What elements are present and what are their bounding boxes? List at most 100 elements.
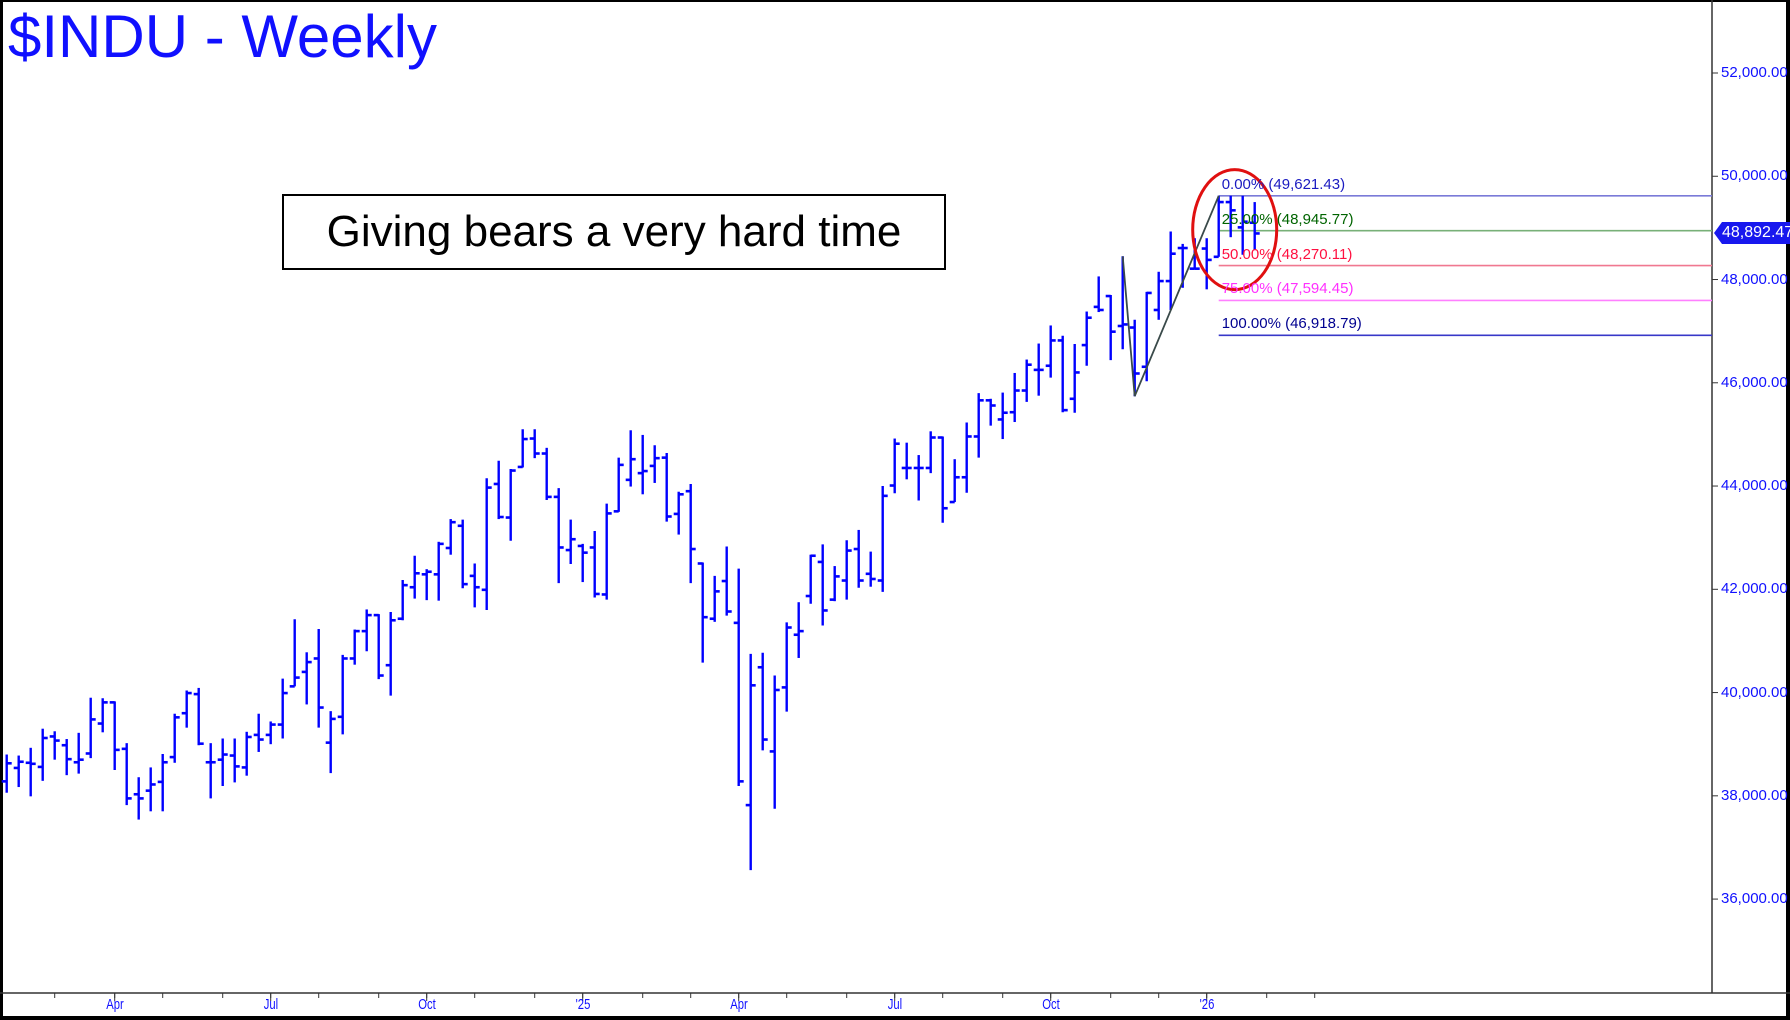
y-tick-label: 44,000.00 (1721, 477, 1788, 495)
ohlc-bar (925, 431, 936, 474)
ohlc-bar (49, 731, 60, 760)
ohlc-bar (493, 460, 504, 520)
ohlc-bar (1213, 195, 1224, 259)
ohlc-bar (1237, 195, 1248, 255)
ohlc-bar (505, 469, 516, 541)
ohlc-bar (253, 713, 264, 752)
ohlc-bar (181, 690, 192, 728)
ohlc-bar (709, 575, 720, 622)
ohlc-bar (133, 777, 144, 820)
ohlc-bar (745, 653, 756, 871)
zigzag-line (1121, 195, 1220, 397)
chart-title: $INDU - Weekly (8, 3, 437, 70)
x-tick-label: Oct (417, 996, 436, 1013)
ohlc-bar (541, 447, 552, 500)
y-tick-label: 48,000.00 (1721, 270, 1788, 288)
ohlc-bar (529, 429, 540, 459)
ohlc-bar (157, 753, 168, 812)
ohlc-bar (685, 483, 696, 584)
ohlc-bar (205, 743, 216, 799)
x-tick-label: Apr (729, 996, 748, 1013)
ohlc-bar (625, 430, 636, 487)
ohlc-bar (145, 767, 156, 812)
ohlc-bar (949, 459, 960, 504)
ohlc-bar (229, 738, 240, 783)
ohlc-bar (1057, 335, 1068, 413)
ohlc-bar (1249, 202, 1260, 251)
ohlc-bar (517, 429, 528, 469)
ohlc-bar (373, 613, 384, 680)
ohlc-bar (217, 738, 228, 787)
ohlc-bar (973, 393, 984, 458)
ohlc-bar (817, 544, 828, 626)
ohlc-bar (481, 478, 492, 610)
ohlc-bar (853, 529, 864, 588)
ohlc-bar (1105, 294, 1116, 361)
ohlc-bar (349, 629, 360, 665)
ohlc-bar (805, 554, 816, 604)
fib-label-100: 100.00% (46,918.79) (1221, 315, 1362, 333)
ohlc-bar (829, 566, 840, 602)
ohlc-bar (313, 629, 324, 728)
y-tick-label: 52,000.00 (1721, 64, 1788, 81)
fib-label-0: 0.00% (49,621.43) (1221, 175, 1346, 193)
y-tick-label: 38,000.00 (1721, 786, 1788, 804)
ohlc-bar (1069, 344, 1080, 413)
x-tick-label: Apr (105, 996, 124, 1013)
ohlc-bar (589, 530, 600, 598)
ohlc-bar (1117, 256, 1128, 350)
fib-label-75: 75.00% (47,594.45) (1221, 280, 1354, 298)
ohlc-bar (445, 519, 456, 555)
ohlc-bar (601, 503, 612, 600)
annotation-box: Giving bears a very hard time (282, 194, 946, 270)
ohlc-bar (265, 721, 276, 745)
ohlc-bar (241, 731, 252, 776)
ohlc-bar (1, 754, 12, 793)
ohlc-bar (397, 580, 408, 621)
ohlc-bar (325, 711, 336, 774)
ohlc-bar (757, 652, 768, 751)
ohlc-bar (901, 442, 912, 480)
ohlc-bar (385, 612, 396, 696)
ohlc-bar (793, 602, 804, 658)
fib-label-50: 50.00% (48,270.11) (1221, 245, 1353, 263)
ohlc-bar (277, 678, 288, 739)
ohlc-bar (1093, 276, 1104, 313)
ohlc-bar (997, 392, 1008, 440)
ohlc-bar (697, 562, 708, 663)
x-tick-label: Jul (263, 996, 278, 1013)
ohlc-bar (73, 732, 84, 774)
x-tick-label: '25 (575, 996, 591, 1013)
ohlc-bar (337, 654, 348, 735)
ohlc-bar (1045, 325, 1056, 378)
ohlc-bar (37, 728, 48, 781)
x-tick-label: Oct (1041, 996, 1060, 1013)
ohlc-bar (877, 486, 888, 592)
ohlc-bar (289, 619, 300, 688)
ohlc-bar (169, 713, 180, 763)
ohlc-bar (1153, 271, 1164, 320)
ohlc-bar (649, 445, 660, 483)
y-tick-label: 42,000.00 (1721, 580, 1788, 598)
ohlc-bar (409, 555, 420, 599)
last-price-badge: 48,892.47 (1714, 222, 1790, 244)
ohlc-bar (1165, 231, 1176, 310)
ohlc-bar (433, 541, 444, 601)
y-tick-label: 46,000.00 (1721, 373, 1788, 391)
y-tick-label: 40,000.00 (1721, 683, 1788, 701)
ohlc-bar (421, 569, 432, 601)
y-tick-label: 36,000.00 (1721, 890, 1788, 908)
fib-label-25: 25.00% (48,945.77) (1221, 210, 1354, 228)
ohlc-bar (1225, 195, 1236, 238)
ohlc-bar (841, 540, 852, 600)
ohlc-bar (1033, 343, 1044, 396)
ohlc-bar (13, 755, 24, 788)
ohlc-bar (637, 434, 648, 495)
ohlc-bar (721, 546, 732, 616)
ohlc-bar (301, 652, 312, 705)
ohlc-bar (781, 622, 792, 712)
highlight-ellipse (1191, 168, 1279, 292)
ohlc-bar (889, 438, 900, 494)
